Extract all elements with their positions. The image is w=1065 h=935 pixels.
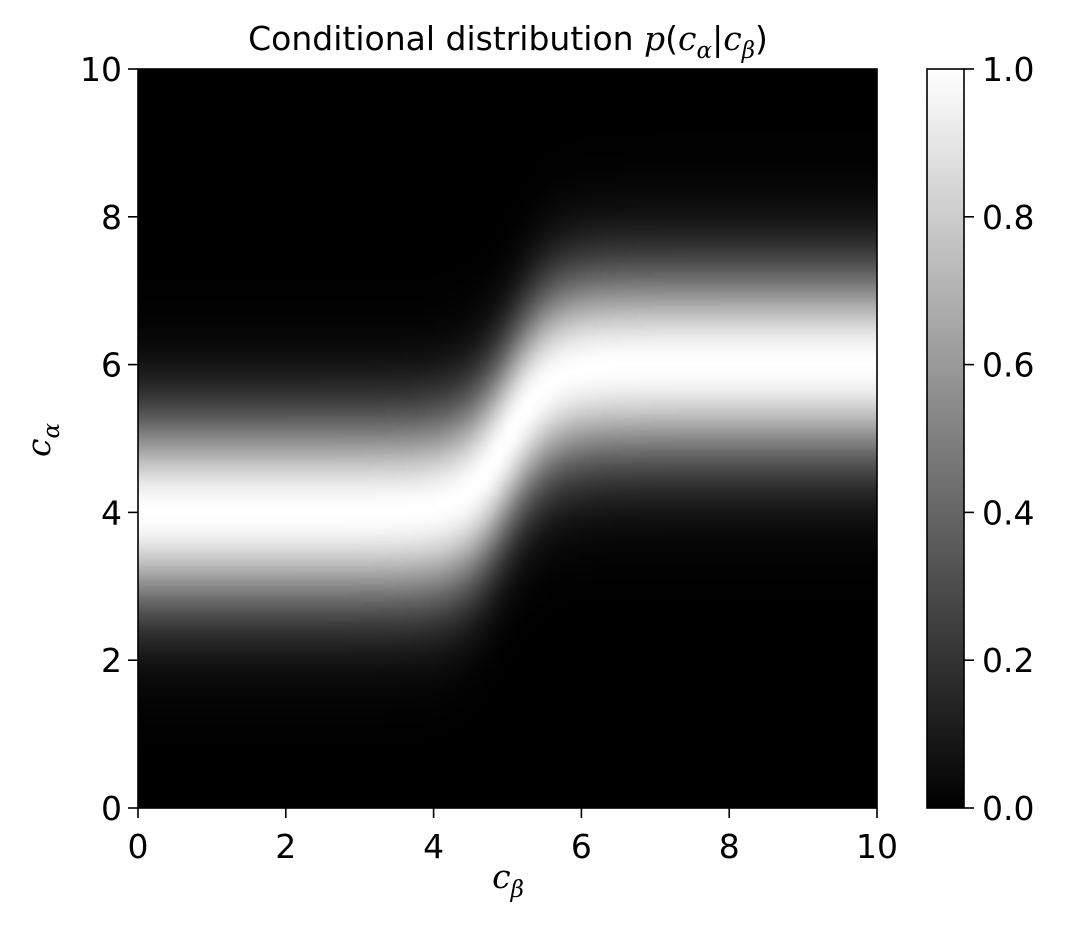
y-tick-label: 8 — [101, 198, 122, 237]
colorbar-tick-label: 0.0 — [982, 789, 1034, 828]
y-axis-label: cα — [19, 423, 65, 457]
colorbar-tick-label: 1.0 — [982, 50, 1034, 89]
x-axis-ticks: 0 2 4 6 8 10 — [128, 808, 898, 866]
colorbar-tick-label: 0.4 — [982, 493, 1034, 532]
y-tick-label: 10 — [80, 50, 122, 89]
x-tick-label: 8 — [719, 827, 740, 866]
y-tick-label: 6 — [101, 346, 122, 385]
x-tick-label: 4 — [423, 827, 444, 866]
colorbar: 0.0 0.2 0.4 0.6 0.8 1.0 — [926, 50, 1034, 828]
colorbar-tick-label: 0.2 — [982, 641, 1034, 680]
x-tick-label: 0 — [128, 827, 149, 866]
colorbar-tick-label: 0.6 — [982, 346, 1034, 385]
plot-frame — [137, 68, 878, 809]
x-tick-label: 2 — [275, 827, 296, 866]
heatmap-area — [137, 68, 878, 809]
y-tick-label: 2 — [101, 641, 122, 680]
colorbar-ticks: 0.0 0.2 0.4 0.6 0.8 1.0 — [964, 50, 1034, 828]
y-tick-label: 0 — [101, 789, 122, 828]
x-tick-label: 10 — [856, 827, 898, 866]
heatmap-image — [138, 69, 877, 808]
x-axis-label: cβ — [492, 857, 524, 903]
colorbar-tick-label: 0.8 — [982, 198, 1034, 237]
y-axis-ticks: 0 2 4 6 8 10 — [80, 50, 138, 828]
chart-title: Conditional distribution p(cα|cβ) — [248, 19, 768, 64]
colorbar-gradient — [927, 69, 964, 808]
x-tick-label: 6 — [571, 827, 592, 866]
y-tick-label: 4 — [101, 493, 122, 532]
colorbar-frame — [926, 68, 965, 809]
